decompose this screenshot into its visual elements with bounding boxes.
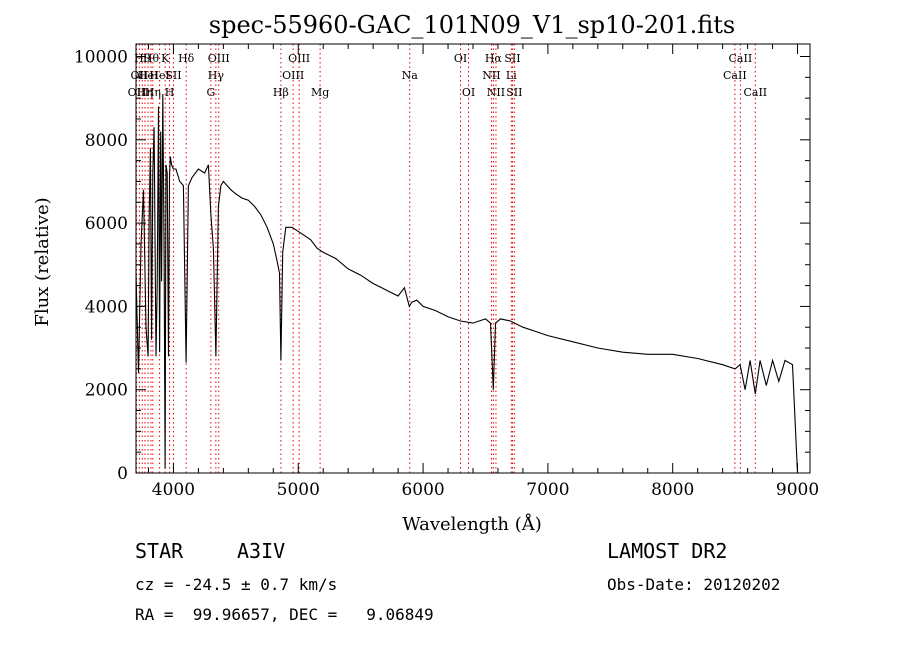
line-label: OIII [288, 52, 310, 65]
x-tick-label: 8000 [651, 480, 694, 500]
line-label: NII [482, 69, 500, 82]
coordinates-text: RA = 99.96657, DEC = 9.06849 [135, 605, 434, 624]
x-tick-label: 5000 [277, 480, 320, 500]
line-label: G [206, 86, 215, 99]
spectral-line-labels: OIIOIIHθHηHeIHθHηHeIKHSIIHδGHγOIIIHβOIII… [128, 52, 768, 99]
y-tick-label: 8000 [85, 131, 128, 151]
line-label: Mg [311, 86, 329, 99]
obs-date-text: Obs-Date: 20120202 [607, 575, 780, 594]
line-label: Na [402, 69, 419, 82]
line-label: H [165, 86, 175, 99]
survey-name: LAMOST DR2 [607, 539, 727, 563]
line-label: HeI [138, 69, 158, 82]
object-subclass: A3IV [237, 539, 285, 563]
y-axis: 0 2000 4000 6000 8000 10000 [74, 47, 810, 484]
chart-title: spec-55960-GAC_101N09_V1_sp10-201.fits [209, 11, 735, 39]
line-label: K [161, 52, 170, 65]
line-label: OIII [282, 69, 304, 82]
spectrum-line [135, 93, 799, 474]
x-tick-label: 7000 [526, 480, 569, 500]
y-tick-label: 6000 [85, 214, 128, 234]
y-tick-label: 10000 [74, 47, 128, 67]
x-tick-label: 9000 [776, 480, 819, 500]
line-label: CaII [729, 52, 753, 65]
line-label: OIII [208, 52, 230, 65]
line-label: CaII [743, 86, 767, 99]
line-label: Hδ [178, 52, 195, 65]
y-axis-label: Flux (relative) [32, 197, 53, 326]
line-label: SII [504, 52, 520, 65]
line-label: Li [506, 69, 517, 82]
line-label: Hγ [208, 69, 225, 82]
y-tick-label: 4000 [85, 297, 128, 317]
line-label: OII [131, 69, 149, 82]
y-tick-label: 0 [117, 464, 128, 484]
line-label: CaII [723, 69, 747, 82]
line-label: Hη [145, 86, 161, 99]
x-axis: 4000 5000 6000 7000 8000 9000 [147, 44, 819, 500]
line-label: NII [487, 86, 505, 99]
line-label: Hη [137, 86, 153, 99]
x-tick-label: 6000 [401, 480, 444, 500]
line-label: HeI [149, 69, 169, 82]
line-label: Hα [485, 52, 503, 65]
x-axis-label: Wavelength (Å) [402, 513, 542, 535]
y-tick-label: 2000 [85, 381, 128, 401]
line-label: SII [506, 86, 522, 99]
line-label: SII [165, 69, 181, 82]
x-tick-label: 4000 [152, 480, 195, 500]
spectral-line-markers [135, 44, 756, 473]
redshift-text: cz = -24.5 ± 0.7 km/s [135, 575, 337, 594]
plot-frame [135, 43, 811, 474]
line-label: Hβ [273, 86, 289, 99]
object-class: STAR [135, 539, 184, 563]
line-label: Hθ [134, 52, 151, 65]
line-label: OI [462, 86, 475, 99]
line-label: OI [454, 52, 467, 65]
line-label: Hθ [143, 52, 160, 65]
